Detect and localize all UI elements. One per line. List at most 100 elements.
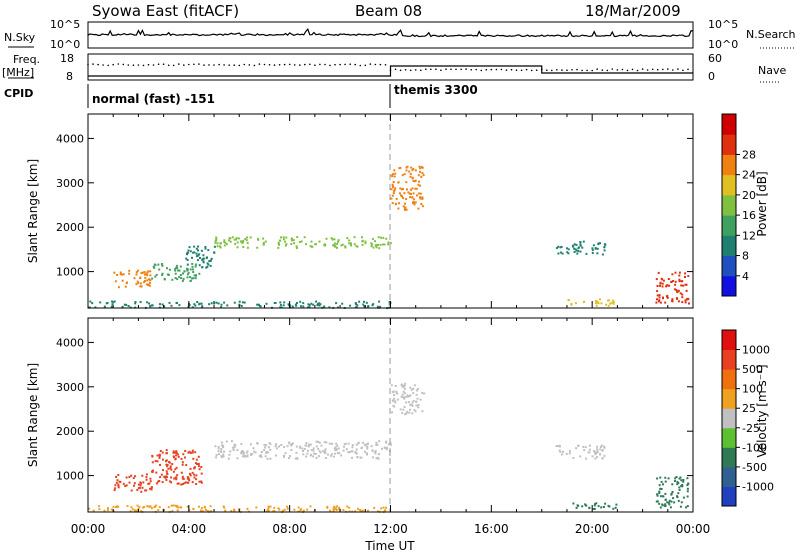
data-point	[686, 477, 689, 480]
data-point	[351, 444, 354, 447]
nave-dot	[455, 68, 457, 71]
data-point	[201, 258, 204, 261]
data-point	[678, 278, 681, 281]
data-point	[355, 448, 358, 451]
data-point	[198, 505, 200, 508]
data-point	[243, 301, 246, 304]
data-point	[230, 510, 233, 512]
data-point	[678, 280, 681, 283]
data-point	[168, 301, 171, 304]
data-point	[159, 450, 162, 452]
data-point	[591, 455, 594, 458]
data-point	[397, 181, 400, 184]
data-point	[601, 457, 604, 460]
data-point	[660, 480, 663, 483]
data-point	[141, 486, 144, 489]
nave-dot	[127, 64, 130, 66]
data-point	[167, 506, 170, 509]
data-point	[403, 173, 406, 176]
data-point	[117, 474, 120, 476]
data-point	[174, 269, 177, 272]
data-point	[194, 304, 197, 307]
data-point	[324, 457, 327, 459]
data-point	[658, 492, 661, 495]
data-point	[187, 451, 190, 454]
data-point	[186, 476, 189, 479]
data-point	[675, 476, 678, 478]
data-point	[664, 498, 667, 501]
data-point	[367, 305, 370, 307]
data-point	[172, 504, 175, 507]
nave-dot	[682, 69, 684, 72]
data-point	[309, 454, 312, 457]
data-point	[244, 238, 247, 241]
data-point	[149, 480, 152, 483]
data-point	[310, 245, 313, 248]
data-point	[149, 270, 152, 273]
data-point	[233, 301, 236, 304]
data-point	[327, 453, 329, 456]
data-point	[656, 285, 659, 287]
data-point	[320, 444, 323, 447]
data-point	[408, 170, 411, 173]
data-point	[154, 264, 157, 267]
data-point	[594, 503, 597, 505]
data-point	[160, 473, 163, 476]
data-point	[156, 460, 159, 463]
data-point	[394, 401, 397, 404]
data-point	[674, 271, 677, 274]
data-point	[401, 411, 404, 414]
data-point	[219, 246, 222, 249]
data-point	[293, 242, 296, 245]
data-point	[378, 300, 381, 303]
nave-dot	[435, 68, 437, 70]
nsky-tick-low: 10^0	[50, 38, 80, 51]
data-point	[681, 484, 684, 486]
data-point	[128, 476, 131, 478]
data-point	[559, 450, 562, 453]
data-point	[217, 450, 220, 452]
data-point	[136, 280, 139, 283]
data-point	[680, 284, 683, 287]
power-region-8	[567, 298, 615, 307]
data-point	[579, 250, 582, 253]
data-point	[300, 240, 303, 243]
data-point	[592, 508, 595, 510]
nave-dot	[92, 63, 94, 65]
data-point	[603, 446, 606, 449]
data-point	[608, 505, 611, 508]
nave-dot	[445, 68, 447, 70]
data-point	[413, 203, 416, 206]
data-point	[158, 506, 161, 509]
data-point	[684, 299, 687, 302]
data-point	[417, 207, 420, 210]
data-point	[389, 453, 391, 456]
data-point	[223, 241, 226, 243]
data-point	[189, 467, 192, 470]
data-point	[182, 453, 185, 456]
data-point	[164, 475, 167, 478]
power-data-layer	[88, 165, 690, 310]
data-point	[397, 207, 400, 210]
data-point	[357, 442, 360, 445]
data-point	[268, 442, 271, 445]
data-point	[392, 399, 395, 402]
data-point	[314, 243, 317, 246]
data-point	[269, 457, 272, 460]
data-point	[656, 500, 659, 503]
data-point	[556, 445, 559, 448]
data-point	[388, 443, 390, 446]
data-point	[599, 242, 602, 245]
data-point	[314, 453, 317, 455]
nave-dot	[374, 63, 377, 66]
data-point	[680, 501, 683, 504]
data-point	[392, 186, 395, 189]
x-tick-label: 20:00	[575, 522, 610, 536]
colorbar-tick-label: 20	[742, 189, 756, 202]
data-point	[656, 298, 658, 301]
data-point	[676, 480, 679, 483]
data-point	[334, 449, 337, 452]
nave-dot	[510, 68, 513, 71]
data-point	[282, 304, 285, 307]
data-point	[305, 442, 308, 445]
